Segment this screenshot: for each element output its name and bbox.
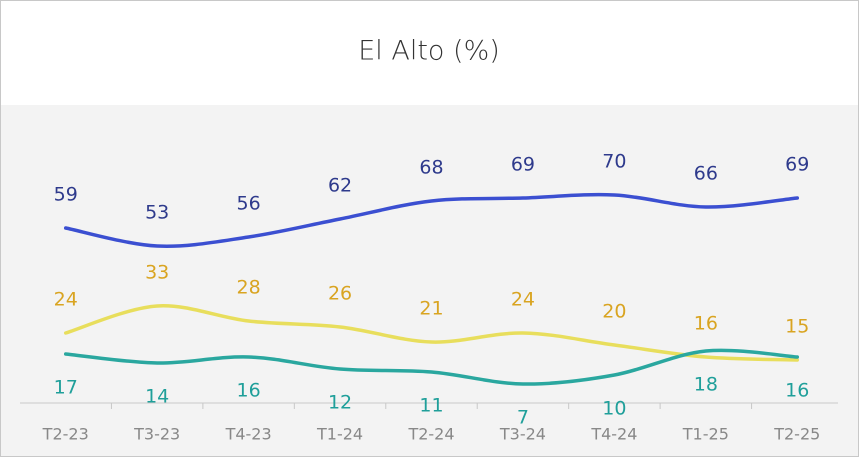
chart-title: El Alto (%) xyxy=(358,36,500,67)
data-label: 53 xyxy=(145,202,169,224)
data-label: 66 xyxy=(694,163,718,185)
data-label: 56 xyxy=(237,193,261,215)
data-label: 28 xyxy=(237,277,261,299)
x-tick-label: T4-23 xyxy=(225,425,272,444)
data-label: 62 xyxy=(328,175,352,197)
data-label: 20 xyxy=(602,301,626,323)
x-tick-label: T4-24 xyxy=(590,425,637,444)
x-tick-label: T2-25 xyxy=(773,425,820,444)
data-label: 26 xyxy=(328,283,352,305)
data-label: 69 xyxy=(511,154,535,176)
x-tick-label: T3-23 xyxy=(133,425,180,444)
series-line xyxy=(63,348,800,386)
data-label: 7 xyxy=(517,407,529,429)
data-label: 70 xyxy=(602,151,626,173)
data-label: 59 xyxy=(54,184,78,206)
series-line xyxy=(63,192,800,248)
data-label: 17 xyxy=(54,377,78,399)
data-label: 11 xyxy=(419,395,443,417)
data-label: 21 xyxy=(419,298,443,320)
plot-background xyxy=(1,105,858,456)
data-label: 12 xyxy=(328,392,352,414)
data-label: 14 xyxy=(145,386,169,408)
data-label: 16 xyxy=(694,313,718,335)
data-label: 16 xyxy=(785,380,809,402)
series-line xyxy=(63,304,800,362)
data-label: 10 xyxy=(602,398,626,420)
data-label: 33 xyxy=(145,262,169,284)
data-label: 16 xyxy=(237,380,261,402)
data-label: 69 xyxy=(785,154,809,176)
x-tick-label: T3-24 xyxy=(499,425,546,444)
x-tick-label: T2-24 xyxy=(407,425,454,444)
x-tick-label: T1-24 xyxy=(316,425,363,444)
data-label: 24 xyxy=(54,289,78,311)
data-label: 15 xyxy=(785,316,809,338)
data-label: 68 xyxy=(419,157,443,179)
x-tick-label: T2-23 xyxy=(42,425,89,444)
x-tick-label: T1-25 xyxy=(682,425,729,444)
data-label: 24 xyxy=(511,289,535,311)
data-label: 18 xyxy=(694,374,718,396)
